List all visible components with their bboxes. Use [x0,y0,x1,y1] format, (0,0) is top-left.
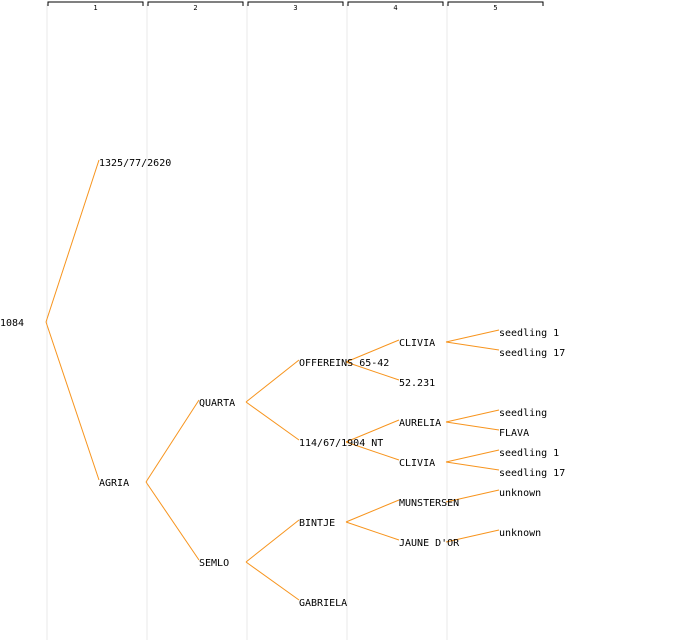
generation-number: 4 [393,4,397,12]
pedigree-node[interactable]: OFFEREINS 65-42 [299,358,389,369]
pedigree-node[interactable]: CLIVIA [399,338,435,349]
generation-bracket [147,1,244,6]
pedigree-edge [345,499,400,523]
pedigree-node[interactable]: AGRIA [99,478,129,489]
pedigree-node[interactable]: 1325/77/2620 [99,158,171,169]
pedigree-node[interactable]: seedling 1 [499,328,559,339]
pedigree-node[interactable]: CLIVIA [399,458,435,469]
tree-edges [45,159,500,601]
pedigree-edge [445,329,500,343]
generation-number: 5 [493,4,497,12]
pedigree-edge [45,159,100,323]
pedigree-edge [245,519,300,563]
pedigree-node[interactable]: 1084 [0,318,24,329]
pedigree-node[interactable]: 52.231 [399,378,435,389]
tree-nodes: 1084 1325/77/2620 AGRIA QUARTA OFFEREINS 65-… [0,158,565,609]
pedigree-node[interactable]: unknown [499,488,541,499]
pedigree-edge [445,341,500,351]
generation-bracket [47,1,144,6]
pedigree-edge [445,421,500,431]
pedigree-node[interactable]: 114/67/1904 NT [299,438,383,449]
generation-number: 1 [93,4,97,12]
generation-number: 2 [193,4,197,12]
pedigree-edge [245,561,300,601]
pedigree-edge [245,401,300,441]
pedigree-edge [345,361,400,381]
pedigree-node[interactable]: GABRIELA [299,598,347,609]
pedigree-node[interactable]: BINTJE [299,518,335,529]
pedigree-node[interactable]: seedling [499,408,547,419]
pedigree-edge [45,321,100,481]
pedigree-edge [145,481,200,561]
pedigree-edge [445,489,500,503]
pedigree-edge [345,441,400,461]
pedigree-edge [345,339,400,363]
pedigree-edge [445,529,500,543]
pedigree-edge [145,399,200,483]
pedigree-node[interactable]: FLAVA [499,428,529,439]
pedigree-node[interactable]: seedling 1 [499,448,559,459]
pedigree-node[interactable]: MUNSTERSEN [399,498,459,509]
pedigree-edge [445,409,500,423]
pedigree-edge [445,461,500,471]
pedigree-node[interactable]: SEMLO [199,558,229,569]
generation-bracket [447,1,544,6]
pedigree-edge [345,419,400,443]
pedigree-node[interactable]: unknown [499,528,541,539]
generation-dividers [46,4,448,640]
generation-headers: 1 2 3 4 5 [47,1,544,12]
pedigree-node[interactable]: AURELIA [399,418,441,429]
generation-bracket [247,1,344,6]
pedigree-edge [245,359,300,403]
pedigree-node[interactable]: JAUNE D'OR [399,538,460,549]
pedigree-node[interactable]: seedling 17 [499,468,565,479]
pedigree-edge [345,521,400,541]
pedigree-node[interactable]: QUARTA [199,398,235,409]
pedigree-node[interactable]: seedling 17 [499,348,565,359]
generation-bracket [347,1,444,6]
pedigree-edge [445,449,500,463]
generation-number: 3 [293,4,297,12]
